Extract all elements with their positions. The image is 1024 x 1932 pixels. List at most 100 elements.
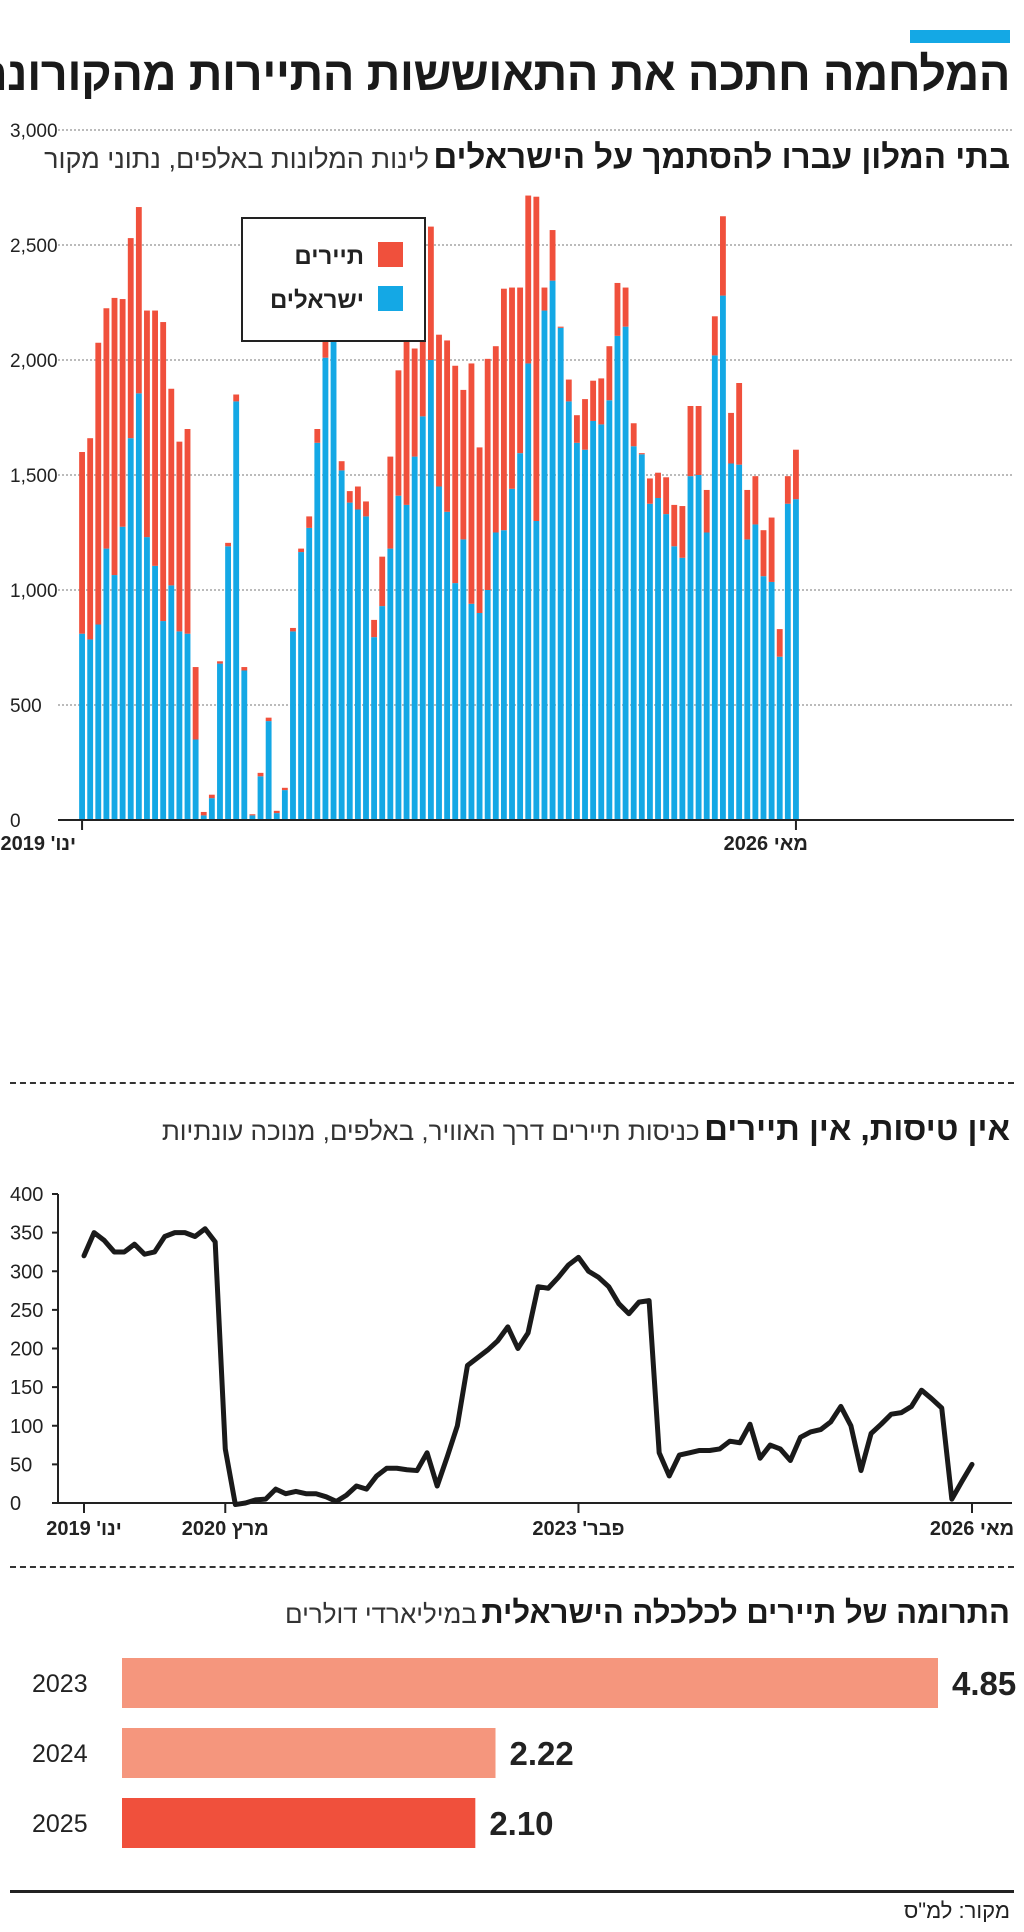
bar-israelis (379, 606, 386, 820)
bar-israelis (363, 516, 369, 820)
bar-tourists (87, 438, 94, 640)
bar-israelis (265, 721, 272, 820)
bar-israelis (395, 495, 402, 820)
bar-tourists (695, 406, 702, 475)
bar-tourists (452, 365, 459, 584)
x-label-end: מאי 2026 (724, 833, 808, 855)
y-tick-label: 3,000 (10, 121, 58, 142)
category-label: 2024 (32, 1740, 88, 1768)
bar-israelis (622, 326, 629, 820)
bar-tourists (573, 415, 580, 443)
bar-tourists (460, 389, 467, 540)
bar-israelis (338, 470, 345, 820)
bar-israelis (460, 539, 467, 820)
bar-israelis (281, 790, 288, 820)
bar-israelis (728, 463, 734, 820)
bar-tourists (557, 326, 564, 328)
bar-israelis (257, 776, 264, 820)
chart3-title: התרומה של תיירים לכלכלה הישראלית (481, 1595, 1010, 1630)
bar-israelis (703, 532, 710, 820)
y-tick-label: 200 (10, 1339, 43, 1361)
bar-tourists (671, 504, 678, 547)
bar-tourists (614, 282, 621, 336)
bar-israelis (103, 548, 110, 820)
bar-tourists (354, 486, 361, 510)
bar-israelis (695, 475, 702, 820)
bar-israelis (647, 503, 653, 820)
bar-tourists (500, 288, 507, 531)
bar-israelis (638, 454, 645, 820)
bar-tourists (736, 383, 743, 465)
bar-israelis (525, 363, 532, 820)
y-tick-label: 50 (10, 1454, 32, 1476)
bar-tourists (630, 423, 637, 447)
bar-israelis (314, 442, 321, 820)
bar-israelis (346, 502, 353, 820)
y-tick-label: 400 (10, 1184, 43, 1206)
x-tick-label: ינו' 2019 (46, 1518, 122, 1540)
chart2-title: אין טיסות, אין תיירים (704, 1110, 1010, 1147)
bar-israelis (168, 585, 175, 820)
bar-israelis (484, 590, 491, 820)
bar-tourists (233, 394, 240, 402)
bar-israelis (444, 511, 451, 820)
bar-tourists (784, 476, 791, 504)
bar-israelis (784, 503, 791, 820)
bar-tourists (768, 517, 775, 582)
chart3-subtitle: במיליארדי דולרים (284, 1599, 477, 1629)
y-tick-label: 250 (10, 1300, 43, 1322)
bar-tourists (403, 339, 410, 505)
bar-tourists (379, 556, 386, 607)
bar-tourists (306, 516, 313, 528)
bar-tourists (290, 627, 296, 632)
bar-tourists (395, 370, 402, 496)
legend-box (241, 217, 426, 342)
bar-tourists (103, 308, 110, 549)
bar-tourists (152, 310, 158, 566)
bar-tourists (565, 379, 572, 402)
bar-israelis (225, 546, 231, 820)
y-tick-label: 1,500 (10, 466, 58, 487)
legend-swatch-tourists (378, 242, 403, 267)
bar-tourists (281, 787, 288, 791)
bar-israelis (793, 499, 799, 820)
bar-tourists (411, 348, 418, 457)
bar-tourists (249, 814, 256, 816)
bar-tourists (160, 322, 167, 622)
bar-tourists (192, 667, 199, 740)
bar-israelis (541, 310, 548, 820)
y-tick-label: 0 (10, 1493, 21, 1515)
bar-tourists (703, 489, 710, 533)
bar-tourists (687, 406, 694, 477)
bar-tourists (184, 429, 191, 634)
bar-tourists (590, 380, 597, 421)
legend-label-israelis: ישראלים (270, 287, 364, 314)
bar-israelis (468, 603, 475, 820)
accent-bar (910, 30, 1010, 43)
bar-israelis (671, 546, 678, 820)
bar-tourists (127, 238, 134, 439)
y-tick-label: 100 (10, 1416, 43, 1438)
bar-tourists (541, 287, 548, 311)
bar-tourists (176, 441, 183, 632)
bar-israelis (95, 624, 102, 820)
bar-israelis (500, 530, 507, 820)
category-label: 2025 (32, 1810, 88, 1838)
y-tick-label: 150 (10, 1377, 43, 1399)
bar-israelis (582, 449, 588, 820)
x-tick-label: מאי 2026 (930, 1518, 1014, 1540)
bar-tourists (241, 667, 248, 671)
bar-tourists (371, 619, 378, 638)
bar-israelis (557, 327, 564, 820)
bar-israelis (290, 631, 296, 820)
bar-tourists (663, 477, 670, 515)
bar-tourists (598, 378, 605, 425)
bar-tourists (776, 629, 783, 657)
bar-israelis (273, 813, 280, 820)
bar-israelis (509, 488, 515, 820)
bar (122, 1658, 938, 1708)
bar-tourists (168, 388, 175, 586)
chart3-heading: התרומה של תיירים לכלכלה הישראלית במיליאר… (285, 1595, 1010, 1631)
chart1-title: בתי המלון עברו להסתמך על הישראלים (433, 138, 1010, 175)
bar-israelis (436, 486, 442, 820)
